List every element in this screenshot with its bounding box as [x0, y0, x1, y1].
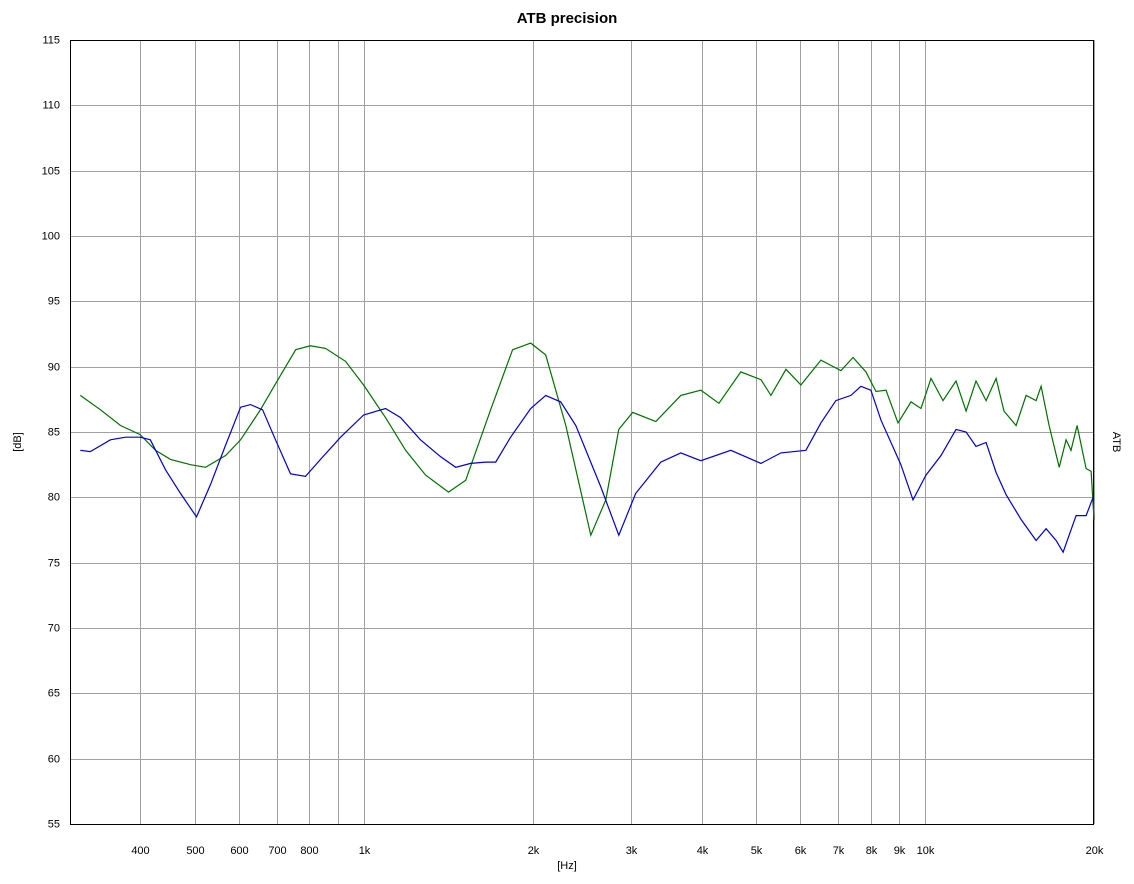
x-tick-label: 20k: [1086, 845, 1104, 857]
x-tick-label: 600: [230, 845, 248, 857]
y2-axis-label: ATB: [1110, 432, 1122, 453]
x-tick-label: 6k: [795, 845, 807, 857]
y-tick-label: 55: [48, 818, 60, 830]
y-tick-label: 60: [48, 753, 60, 765]
x-tick-label: 400: [131, 845, 149, 857]
x-tick-label: 500: [186, 845, 204, 857]
y-tick-label: 90: [48, 361, 60, 373]
y-tick-label: 115: [42, 34, 60, 46]
y-tick-label: 110: [42, 99, 60, 111]
line-series: [80, 385, 1094, 554]
y-tick-label: 85: [48, 426, 60, 438]
y-axis-label: [dB]: [12, 432, 24, 452]
x-tick-label: 9k: [894, 845, 906, 857]
y-tick-label: 105: [42, 165, 60, 177]
x-tick-label: 700: [268, 845, 286, 857]
x-tick-label: 3k: [626, 845, 638, 857]
x-tick-label: 1k: [359, 845, 371, 857]
y-tick-label: 80: [48, 491, 60, 503]
x-tick-label: 5k: [751, 845, 763, 857]
x-tick-label: 10k: [917, 845, 935, 857]
x-tick-label: 2k: [528, 845, 540, 857]
x-tick-label: 4k: [697, 845, 709, 857]
x-axis-label: [Hz]: [557, 860, 577, 872]
x-tick-label: 8k: [866, 845, 878, 857]
line-series: [79, 342, 1095, 538]
y-tick-label: 95: [48, 295, 60, 307]
x-tick-label: 800: [300, 845, 318, 857]
y-tick-label: 70: [48, 622, 60, 634]
x-tick-label: 7k: [833, 845, 845, 857]
y-tick-label: 75: [48, 557, 60, 569]
chart-title: ATB precision: [517, 10, 618, 27]
y-tick-label: 100: [42, 230, 60, 242]
y-tick-label: 65: [48, 687, 60, 699]
plot-frame: [70, 40, 1094, 825]
